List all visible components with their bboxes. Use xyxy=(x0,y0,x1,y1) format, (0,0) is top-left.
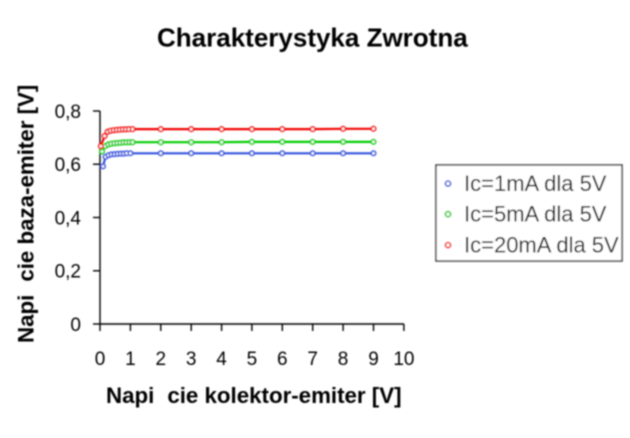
svg-text:6: 6 xyxy=(277,349,288,370)
svg-text:7: 7 xyxy=(307,349,318,370)
svg-text:0,4: 0,4 xyxy=(55,208,82,229)
svg-text:Ic=5mA dla 5V: Ic=5mA dla 5V xyxy=(464,202,607,227)
svg-text:Ic=20mA dla 5V: Ic=20mA dla 5V xyxy=(464,233,619,258)
svg-text:0,2: 0,2 xyxy=(55,262,81,283)
svg-text:5: 5 xyxy=(247,349,258,370)
svg-text:Charakterystyka Zwrotna: Charakterystyka Zwrotna xyxy=(157,23,468,53)
svg-text:0: 0 xyxy=(95,349,106,370)
svg-text:Ic=1mA dla 5V: Ic=1mA dla 5V xyxy=(464,171,607,196)
svg-text:0: 0 xyxy=(70,315,81,336)
svg-text:0,8: 0,8 xyxy=(55,102,81,123)
svg-text:10: 10 xyxy=(393,349,414,370)
svg-text:1: 1 xyxy=(125,349,136,370)
svg-text:0,6: 0,6 xyxy=(55,155,81,176)
svg-text:8: 8 xyxy=(338,349,349,370)
svg-text:2: 2 xyxy=(156,349,167,370)
svg-text:3: 3 xyxy=(186,349,197,370)
svg-text:4: 4 xyxy=(216,349,227,370)
svg-text:Napicie kolektor-emiter [V]: Napi cie kolektor-emiter [V] xyxy=(106,383,402,408)
svg-text:9: 9 xyxy=(368,349,379,370)
svg-text:Napicie baza-emiter [V]: Napicie baza-emiter [V] xyxy=(14,85,39,343)
